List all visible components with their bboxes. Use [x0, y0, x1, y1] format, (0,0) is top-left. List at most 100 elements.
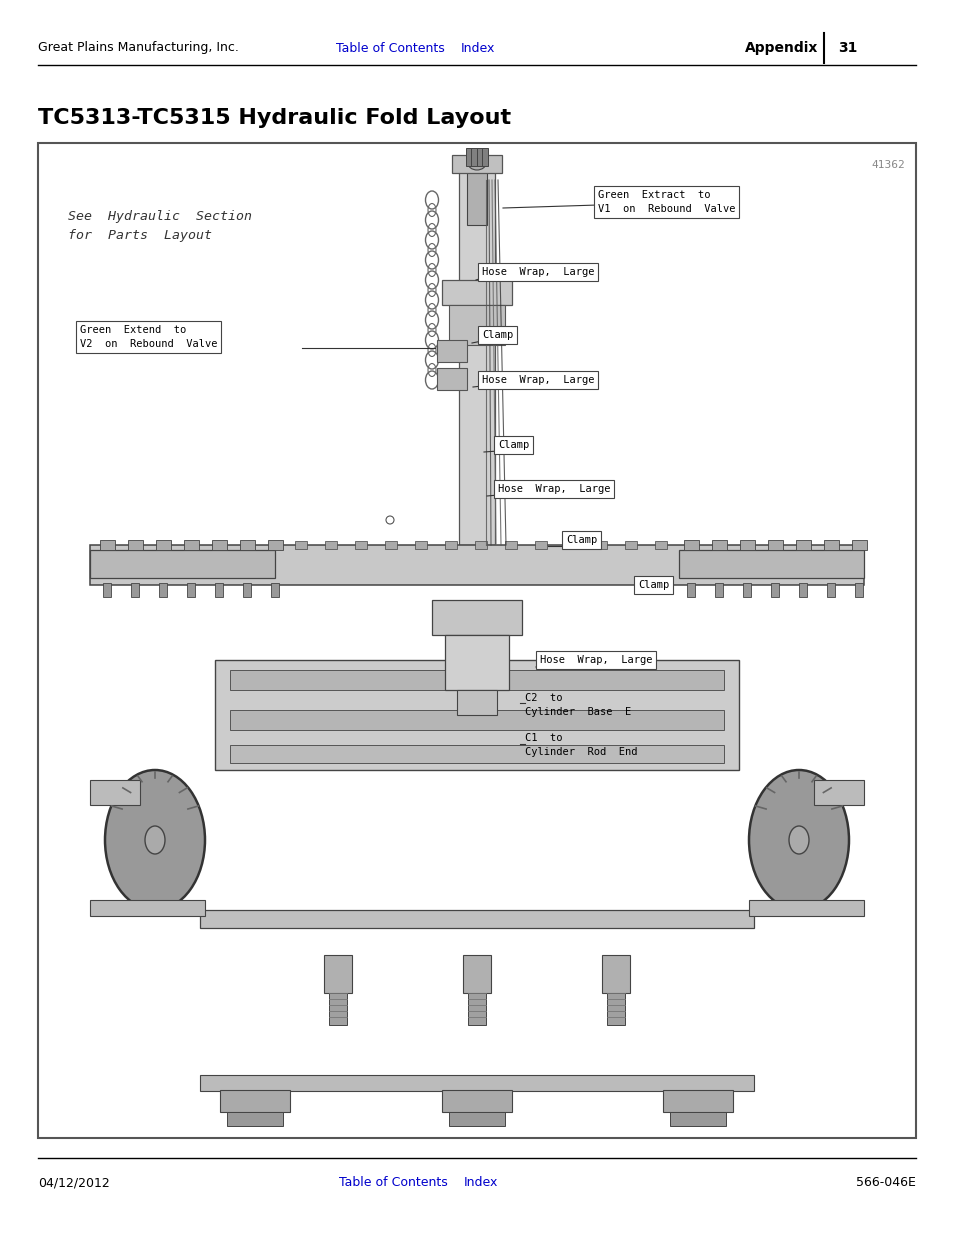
Bar [686, 583, 695, 597]
Bar [90, 781, 140, 805]
Ellipse shape [105, 769, 205, 910]
Bar [767, 540, 782, 550]
Bar [476, 148, 482, 165]
Bar [826, 583, 834, 597]
Text: See  Hydraulic  Section
for  Parts  Layout: See Hydraulic Section for Parts Layout [68, 210, 252, 242]
Bar [243, 583, 251, 597]
Bar [441, 280, 512, 305]
Bar [799, 583, 806, 597]
Bar [444, 635, 509, 690]
Bar [268, 540, 283, 550]
Bar [655, 541, 666, 550]
Bar [131, 583, 139, 597]
Bar [624, 541, 637, 550]
Text: Index: Index [463, 1177, 497, 1189]
Bar [103, 583, 111, 597]
Text: Table of Contents: Table of Contents [335, 42, 444, 54]
Text: Hose  Wrap,  Large: Hose Wrap, Large [481, 267, 594, 277]
Text: Clamp: Clamp [565, 535, 597, 545]
Bar [535, 541, 546, 550]
Bar [90, 900, 205, 916]
Bar [212, 540, 227, 550]
Bar [449, 1112, 504, 1126]
Bar [325, 541, 336, 550]
Bar [854, 583, 862, 597]
Bar [329, 993, 347, 1025]
Bar [795, 540, 810, 550]
Bar [90, 550, 274, 578]
Bar [465, 148, 472, 165]
Bar [823, 540, 838, 550]
Bar [683, 540, 699, 550]
Bar [813, 781, 863, 805]
Text: Hose  Wrap,  Large: Hose Wrap, Large [539, 655, 652, 664]
Bar [227, 1112, 283, 1126]
Bar [456, 690, 497, 715]
Bar [475, 541, 486, 550]
Text: Index: Index [460, 42, 495, 54]
Ellipse shape [788, 826, 808, 853]
Text: 41362: 41362 [870, 161, 904, 170]
Bar [669, 1112, 725, 1126]
Bar [471, 148, 476, 165]
Bar [462, 955, 491, 993]
Bar [230, 745, 723, 763]
Text: C1  to
Cylinder  Rod  End: C1 to Cylinder Rod End [524, 734, 637, 757]
Text: Hose  Wrap,  Large: Hose Wrap, Large [497, 484, 610, 494]
Bar [187, 583, 194, 597]
Text: 31: 31 [837, 41, 857, 56]
Bar [742, 583, 750, 597]
Bar [441, 1091, 512, 1112]
Text: Hose  Wrap,  Large: Hose Wrap, Large [481, 375, 594, 385]
Bar [606, 993, 624, 1025]
Bar [415, 541, 427, 550]
Bar [38, 143, 915, 1137]
Text: 566-046E: 566-046E [855, 1177, 915, 1189]
Bar [100, 540, 115, 550]
Bar [444, 541, 456, 550]
Bar [230, 671, 723, 690]
Bar [324, 955, 352, 993]
Text: Table of Contents: Table of Contents [338, 1177, 447, 1189]
Bar [748, 900, 863, 916]
Bar [436, 340, 467, 362]
Bar [240, 540, 254, 550]
Ellipse shape [145, 826, 165, 853]
Bar [128, 540, 143, 550]
Text: 04/12/2012: 04/12/2012 [38, 1177, 110, 1189]
Bar [481, 148, 488, 165]
Bar [452, 156, 501, 173]
Text: C2  to
Cylinder  Base  E: C2 to Cylinder Base E [524, 693, 631, 718]
Bar [601, 955, 629, 993]
Text: Clamp: Clamp [481, 330, 513, 340]
Text: Clamp: Clamp [638, 580, 669, 590]
Text: Green  Extract  to
V1  on  Rebound  Valve: Green Extract to V1 on Rebound Valve [598, 190, 735, 214]
Bar [740, 540, 754, 550]
Bar [214, 583, 223, 597]
Bar [711, 540, 726, 550]
Bar [449, 305, 504, 345]
Bar [90, 545, 863, 585]
Text: TC5313-TC5315 Hydraulic Fold Layout: TC5313-TC5315 Hydraulic Fold Layout [38, 107, 511, 128]
Bar [355, 541, 367, 550]
Bar [458, 165, 495, 545]
Bar [385, 541, 396, 550]
Bar [436, 368, 467, 390]
Bar [662, 1091, 732, 1112]
Bar [467, 165, 486, 225]
Bar [230, 710, 723, 730]
Bar [851, 540, 866, 550]
Bar [156, 540, 171, 550]
Bar [184, 540, 199, 550]
Bar [770, 583, 779, 597]
Text: Clamp: Clamp [497, 440, 529, 450]
Bar [271, 583, 278, 597]
Bar [200, 910, 753, 927]
Bar [564, 541, 577, 550]
Ellipse shape [748, 769, 848, 910]
Bar [220, 1091, 290, 1112]
Bar [200, 1074, 753, 1091]
Ellipse shape [468, 156, 485, 170]
Text: Green  Extend  to
V2  on  Rebound  Valve: Green Extend to V2 on Rebound Valve [80, 325, 217, 350]
Bar [468, 993, 485, 1025]
